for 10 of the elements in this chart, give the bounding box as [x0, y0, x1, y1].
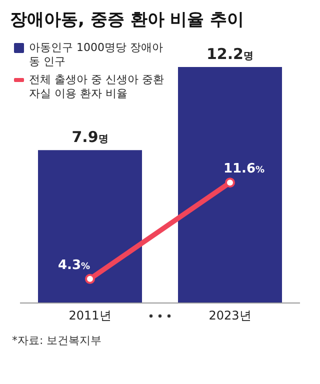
text: *자료: 보건복지부 — [12, 333, 103, 348]
data-label: 11.6% — [223, 162, 265, 177]
x-tick-label: 2011년 — [68, 308, 112, 323]
data-label: 12.2명 — [206, 45, 254, 63]
data-label: 4.3% — [58, 258, 90, 273]
legend-label: 아동인구 1000명당 장애아동 인구 — [29, 41, 164, 69]
legend-label: 전체 출생아 중 신생아 중환자실 이용 환자 비율 — [29, 73, 164, 101]
chart-title: 장애아동, 중증 환아 비율 추이 — [10, 9, 246, 31]
x-tick-label: 2023년 — [208, 308, 252, 323]
data-label: 7.9명 — [72, 128, 108, 146]
